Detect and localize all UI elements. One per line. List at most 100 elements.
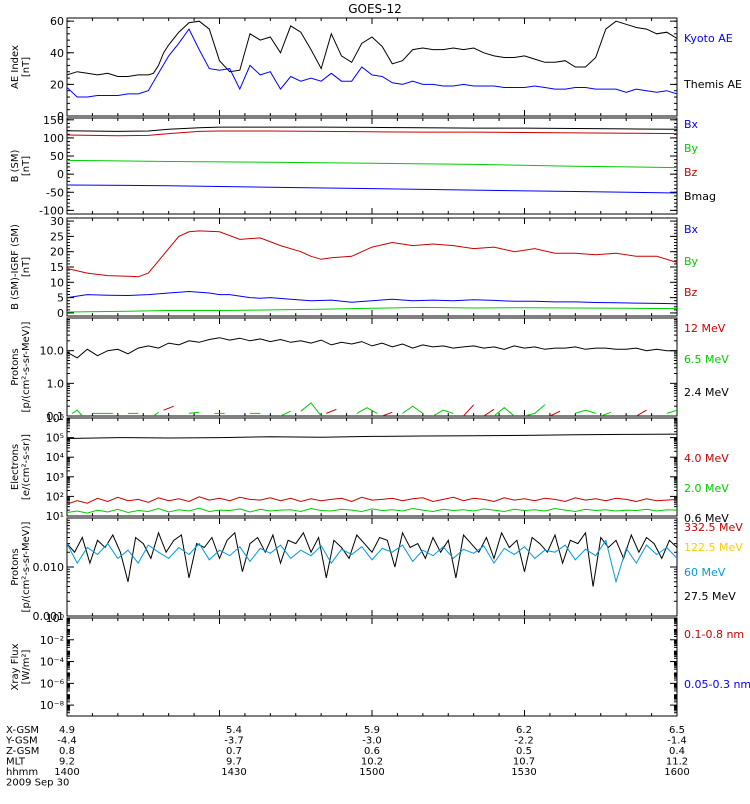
panel-0: 0 20 40 60 AE Index [nT] Kyoto AE Themis AE [10,15,742,123]
orbit-row-value: 10.7 [513,757,535,768]
series-themis-ae [67,20,677,77]
orbit-row-value: 5.9 [364,725,380,736]
series-bz [67,130,677,137]
legend-entry: By [684,255,699,268]
series-bz [67,230,677,278]
legend-entry: 6.5 MeV [684,353,729,366]
y-axis-label: [nT] [21,257,32,277]
y-tick-label: 50 [50,150,64,163]
legend-entry: 27.5 MeV [684,590,736,603]
orbit-row-value: 0.6 [364,746,380,757]
series-12-mev-segment [636,409,647,416]
series-6-5-mev-segment [666,409,677,414]
panel-1: -100 -50 0 50 100 150 B (SM) [nT] Bx By Bz Bmag [10,114,716,218]
series-12-mev-segment [163,405,174,411]
series-27-5-mev [67,531,677,587]
series-6-5-mev-segment [600,411,612,416]
legend-entry: Bz [684,286,698,299]
y-axis-label: B (SM) [10,149,21,182]
y-tick-label: 10.0 [40,345,65,358]
y-axis-label: Xray Flux [10,643,21,690]
orbit-row-label: hhmm [6,767,38,778]
legend-entry: Kyoto AE [684,32,733,45]
legend-entry: 2.0 MeV [684,482,729,495]
y-tick-label: 10⁰ [46,612,65,625]
orbit-row-value: -4.4 [57,736,77,747]
y-tick-label: 10⁻⁶ [40,677,65,690]
date-label: 2009 Sep 30 [6,778,69,789]
orbit-row-value: 1400 [54,767,79,778]
y-tick-label: 10⁵ [46,432,64,445]
series-group [67,230,677,313]
series-6-5-mev-segment [300,402,322,416]
y-axis-label: AE Index [10,45,21,89]
orbit-row-value: 1600 [664,767,689,778]
chart-title: GOES-12 [348,2,402,16]
y-axis-label: Protons [10,348,21,385]
series-6-5-mev-segment [432,409,454,416]
series-12-mev-segment [326,408,337,414]
orbit-row-value: 10.2 [361,757,383,768]
y-tick-label: 0 [57,110,64,123]
y-tick-label: 0 [57,168,64,181]
series-6-5-mev-segment [188,411,200,414]
orbit-row-value: 0.4 [669,746,685,757]
y-tick-label: 30 [50,215,64,228]
y-axis-label: [p/(cm²-s-sr-MeV)] [21,521,32,612]
y-tick-label: -50 [46,186,64,199]
legend-entry: Bmag [684,190,716,203]
series-6-5-mev-segment [493,407,515,416]
series-12-mev-segment [463,404,475,416]
orbit-row-label: Y-GSM [5,736,38,747]
series-60-mev [67,539,677,584]
y-tick-label: 10¹ [46,510,64,523]
series-6-5-mev-segment [153,411,159,416]
series-4-0-mev [67,496,677,505]
panel-4: 10¹ 10² 10³ 10⁴ 10⁵ 10⁶ Electrons [e/(cm²-s-sr)… [10,412,729,525]
legend-entry: 0.6 MeV [684,512,729,525]
legend-entry: Themis AE [683,78,742,91]
y-tick-label: 10⁻⁴ [40,656,65,669]
orbit-row-value: -1.4 [667,736,687,747]
orbit-row-value: 6.5 [669,725,685,736]
orbit-row-value: 9.7 [226,757,242,768]
series-12-mev-segment [382,411,393,416]
series-bx [67,184,677,194]
series-kyoto-ae [67,28,677,98]
y-axis-label: [e/(cm²-s-sr)] [21,434,32,500]
y-axis-label: [nT] [21,156,32,176]
series-6-5-mev-segment [524,404,546,416]
panel-frame [66,417,678,517]
series-bx [67,290,677,305]
orbit-row-value: 9.2 [59,757,75,768]
y-tick-label: 10⁻⁸ [40,699,65,712]
orbit-row-value: 0.8 [59,746,75,757]
y-tick-label: 10 [50,276,64,289]
panel-5: 0.001 0.010 Protons [p/(cm²-s-sr-MeV)] 332.5… [10,517,743,623]
legend-entry: 0.1-0.8 nm [684,628,744,641]
y-tick-label: 1.0 [47,377,65,390]
series-group [67,531,677,587]
y-tick-label: 0.1 [47,410,65,423]
series-group [67,337,677,416]
panel-3: 0.1 1.0 10.0 Protons [p/(cm²-s-sr-MeV)] 12 Me… [10,317,729,423]
series-6-5-mev-segment [280,410,291,416]
series-by [67,159,677,169]
series-2-0-mev [67,507,677,514]
legend-entry: 12 MeV [684,322,726,335]
y-tick-label: 10³ [46,471,64,484]
panel-frame [66,217,678,317]
y-tick-label: 20 [50,78,64,91]
orbit-row-value: 1530 [511,767,536,778]
orbit-row-value: 11.2 [666,757,688,768]
y-tick-label: 10⁻² [40,634,64,647]
legend-entry: Bz [684,166,698,179]
series-bmag [67,126,677,132]
y-axis-label: [W/m²] [21,649,32,684]
y-tick-label: 100 [43,132,64,145]
y-tick-label: -100 [39,204,64,217]
orbit-row-value: 1500 [359,767,384,778]
series-2-4-mev [67,337,677,359]
